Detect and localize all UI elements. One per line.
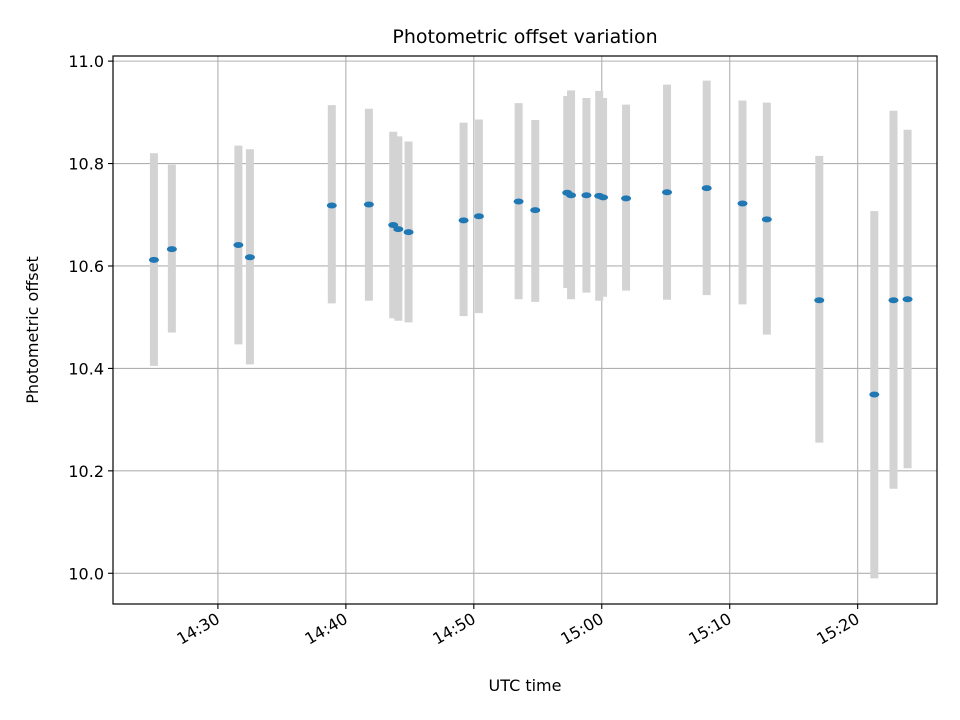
y-tick-label: 10.0 [68, 564, 104, 583]
chart-title: Photometric offset variation [392, 26, 657, 48]
data-point [403, 229, 414, 236]
data-point [761, 216, 772, 223]
data-point [581, 192, 592, 199]
data-point [566, 192, 577, 199]
data-point [473, 213, 484, 220]
data-point [233, 241, 244, 248]
y-axis-ticks: 10.0 10.2 10.4 10.6 10.8 11.0 [68, 52, 113, 583]
data-point [363, 201, 374, 208]
plot-frame [112, 55, 938, 605]
data-point [888, 297, 899, 304]
x-axis-label: UTC time [489, 676, 562, 695]
data-points [148, 185, 913, 398]
y-tick-label: 10.4 [68, 359, 104, 378]
data-point [530, 207, 541, 214]
data-point [598, 194, 609, 201]
data-point [148, 256, 159, 263]
y-axis-label: Photometric offset [23, 256, 42, 404]
data-point [393, 226, 404, 233]
grid-lines [113, 56, 937, 604]
data-point [326, 202, 337, 209]
data-point [902, 296, 913, 303]
data-point [621, 195, 632, 202]
data-point [166, 246, 177, 253]
y-tick-label: 11.0 [68, 52, 104, 71]
data-point [662, 189, 673, 196]
y-tick-label: 10.6 [68, 257, 104, 276]
data-point [244, 254, 255, 261]
y-tick-label: 10.2 [68, 462, 104, 481]
data-point [458, 217, 469, 224]
y-tick-label: 10.8 [68, 155, 104, 174]
data-point [869, 391, 880, 398]
data-point [513, 198, 524, 205]
data-point [701, 185, 712, 192]
data-point [388, 222, 399, 229]
data-point [737, 200, 748, 207]
data-point [814, 297, 825, 304]
